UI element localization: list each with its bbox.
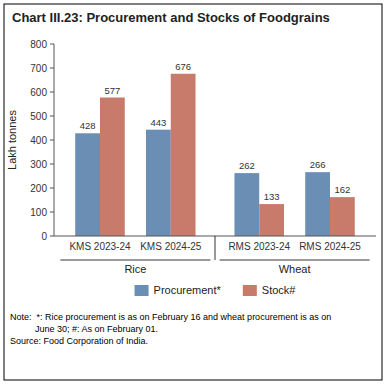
chart-svg: Chart III.23: Procurement and Stocks of …	[0, 0, 386, 384]
title: Chart III.23: Procurement and Stocks of …	[12, 10, 330, 25]
y-axis-label: Lakh tonnes	[6, 110, 18, 170]
x-tick-label: KMS 2023-24	[69, 241, 131, 252]
group-separator	[215, 236, 216, 260]
bars	[75, 74, 355, 236]
data-label: 577	[104, 85, 120, 96]
y-tick-label: 200	[30, 183, 47, 194]
y-axis: 0 100 200 300 400 500 600 700 800	[30, 39, 54, 242]
group-bracket	[220, 260, 370, 261]
bar	[305, 172, 330, 236]
chart-container: Chart III.23: Procurement and Stocks of …	[0, 0, 386, 384]
bar	[259, 204, 284, 236]
data-label: 676	[175, 61, 191, 72]
data-label: 266	[310, 159, 326, 170]
bar	[146, 130, 171, 236]
y-tick	[50, 212, 54, 213]
bar	[75, 133, 100, 236]
y-tick	[50, 236, 54, 237]
legend-swatch	[243, 285, 257, 296]
group-bracket	[60, 260, 210, 261]
y-tick	[50, 188, 54, 189]
bar	[171, 74, 196, 236]
legend-label: Procurement*	[154, 284, 222, 296]
y-tick	[50, 116, 54, 117]
note: June 30; #: As on February 01.	[10, 324, 158, 334]
x-tick-label: KMS 2024-25	[140, 241, 202, 252]
y-tick	[50, 164, 54, 165]
y-tick-label: 700	[30, 63, 47, 74]
data-label: 162	[334, 184, 350, 195]
data-label: 262	[239, 160, 255, 171]
note: Note: *: Rice procurement is as on Febru…	[10, 312, 331, 322]
x-tick-label: RMS 2024-25	[299, 241, 361, 252]
bar	[330, 197, 355, 236]
legend-swatch	[135, 285, 149, 296]
y-tick-label: 800	[30, 39, 47, 50]
group-label: Rice	[124, 263, 146, 275]
bar	[100, 98, 125, 236]
y-tick	[50, 92, 54, 93]
data-label: 428	[80, 120, 96, 131]
bar	[234, 173, 259, 236]
data-labels: 428 443 262 266 577 676 133 162	[80, 61, 351, 202]
legend-label: Stock#	[262, 284, 297, 296]
data-label: 133	[264, 191, 280, 202]
y-tick-label: 300	[30, 159, 47, 170]
y-tick	[50, 140, 54, 141]
figure-border	[4, 4, 382, 380]
y-tick-label: 600	[30, 87, 47, 98]
group-label: Wheat	[279, 263, 311, 275]
y-tick	[50, 68, 54, 69]
data-label: 443	[150, 117, 166, 128]
y-tick-label: 500	[30, 111, 47, 122]
note: Source: Food Corporation of India.	[10, 336, 148, 346]
y-axis-line	[54, 44, 55, 236]
y-tick-label: 0	[41, 231, 47, 242]
y-tick-label: 400	[30, 135, 47, 146]
y-tick	[50, 44, 54, 45]
y-tick-label: 100	[30, 207, 47, 218]
legend: Procurement* Stock#	[135, 284, 297, 296]
x-tick-label: RMS 2023-24	[228, 241, 290, 252]
